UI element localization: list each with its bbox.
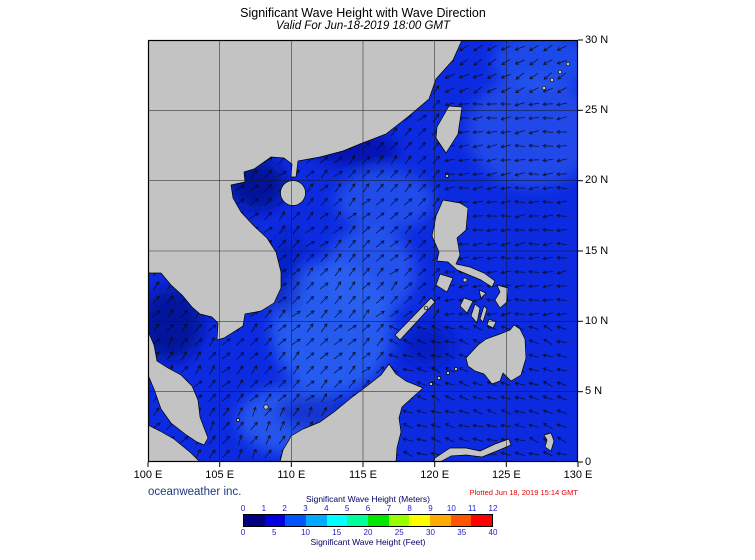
colorbar-segment (368, 515, 389, 526)
chart-subtitle: Valid For Jun-18-2019 18:00 GMT (275, 20, 451, 32)
colorbar-feet-ticks: 0 5 10 15 20 25 30 35 40 (240, 528, 498, 537)
colorbar-segment (285, 515, 307, 526)
colorbar-feet-tick: 20 (363, 528, 373, 537)
colorbar-meter-tick: 0 (240, 504, 246, 513)
colorbar-segment (347, 515, 369, 526)
colorbar-meter-tick: 12 (488, 504, 498, 513)
colorbar-meter-tick: 2 (282, 504, 287, 513)
colorbar-segment (306, 515, 327, 526)
colorbar-segment (430, 515, 451, 526)
credit-text: oceanweather inc. (148, 486, 242, 498)
colorbar-segment (388, 515, 410, 526)
lon-tick-label: 130 E (563, 469, 593, 481)
colorbar-feet-tick: 10 (301, 528, 310, 537)
colorbar-meter-tick: 6 (365, 504, 371, 513)
lon-tick-label: 100 E (133, 469, 163, 481)
colorbar-meter-tick: 9 (428, 504, 433, 513)
lat-tick-label: 10 N (585, 314, 609, 327)
colorbar-segment (244, 515, 265, 526)
colorbar-feet-tick: 25 (394, 528, 404, 537)
lat-tick-label: 15 N (585, 244, 609, 257)
colorbar-feet-tick: 5 (272, 528, 277, 537)
colorbar-meter-tick: 8 (407, 504, 412, 513)
lon-tick-label: 125 E (491, 469, 521, 481)
colorbar-segment (450, 515, 472, 526)
lon-tick-label: 105 E (205, 469, 235, 481)
colorbar-meters-ticks: 0 1 2 3 4 5 6 7 8 9 10 11 12 (240, 504, 498, 513)
colorbar-segment (264, 515, 286, 526)
colorbar-gradient (243, 514, 493, 527)
colorbar-segment (409, 515, 431, 526)
colorbar-segment (326, 515, 348, 526)
colorbar-meter-tick: 3 (303, 504, 308, 513)
colorbar-meter-tick: 4 (324, 504, 329, 513)
lat-tick-label: 25 N (585, 103, 609, 116)
lon-tick-label: 115 E (349, 469, 377, 481)
lat-tick-label: 20 N (585, 174, 609, 187)
colorbar-feet-tick: 35 (457, 528, 467, 537)
lat-tick-label: 0 (585, 455, 592, 468)
map-area (147, 39, 583, 467)
lat-tick-label: 5 N (585, 385, 603, 398)
wave-height-map (147, 39, 583, 467)
colorbar-meter-tick: 5 (344, 504, 350, 513)
colorbar-feet-tick: 0 (240, 528, 246, 537)
colorbar-feet-tick: 30 (426, 528, 435, 537)
colorbar-segment (471, 515, 493, 526)
colorbar-feet-tick: 15 (332, 528, 342, 537)
colorbar-meter-tick: 1 (261, 504, 267, 513)
colorbar-title-feet: Significant Wave Height (Feet) (310, 537, 426, 547)
chart-title: Significant Wave Height with Wave Direct… (240, 6, 486, 20)
colorbar-title-meters: Significant Wave Height (Meters) (306, 494, 430, 504)
colorbar-meter-tick: 10 (446, 504, 456, 513)
lon-tick-label: 120 E (420, 469, 450, 481)
lat-tick-label: 30 N (585, 33, 609, 46)
colorbar-meter-tick: 11 (468, 504, 477, 513)
lon-tick-label: 110 E (277, 469, 306, 481)
colorbar-meter-tick: 7 (386, 504, 392, 513)
plotted-timestamp: Plotted Jun 18, 2019 15:14 GMT (469, 488, 578, 497)
colorbar-feet-tick: 40 (488, 528, 498, 537)
